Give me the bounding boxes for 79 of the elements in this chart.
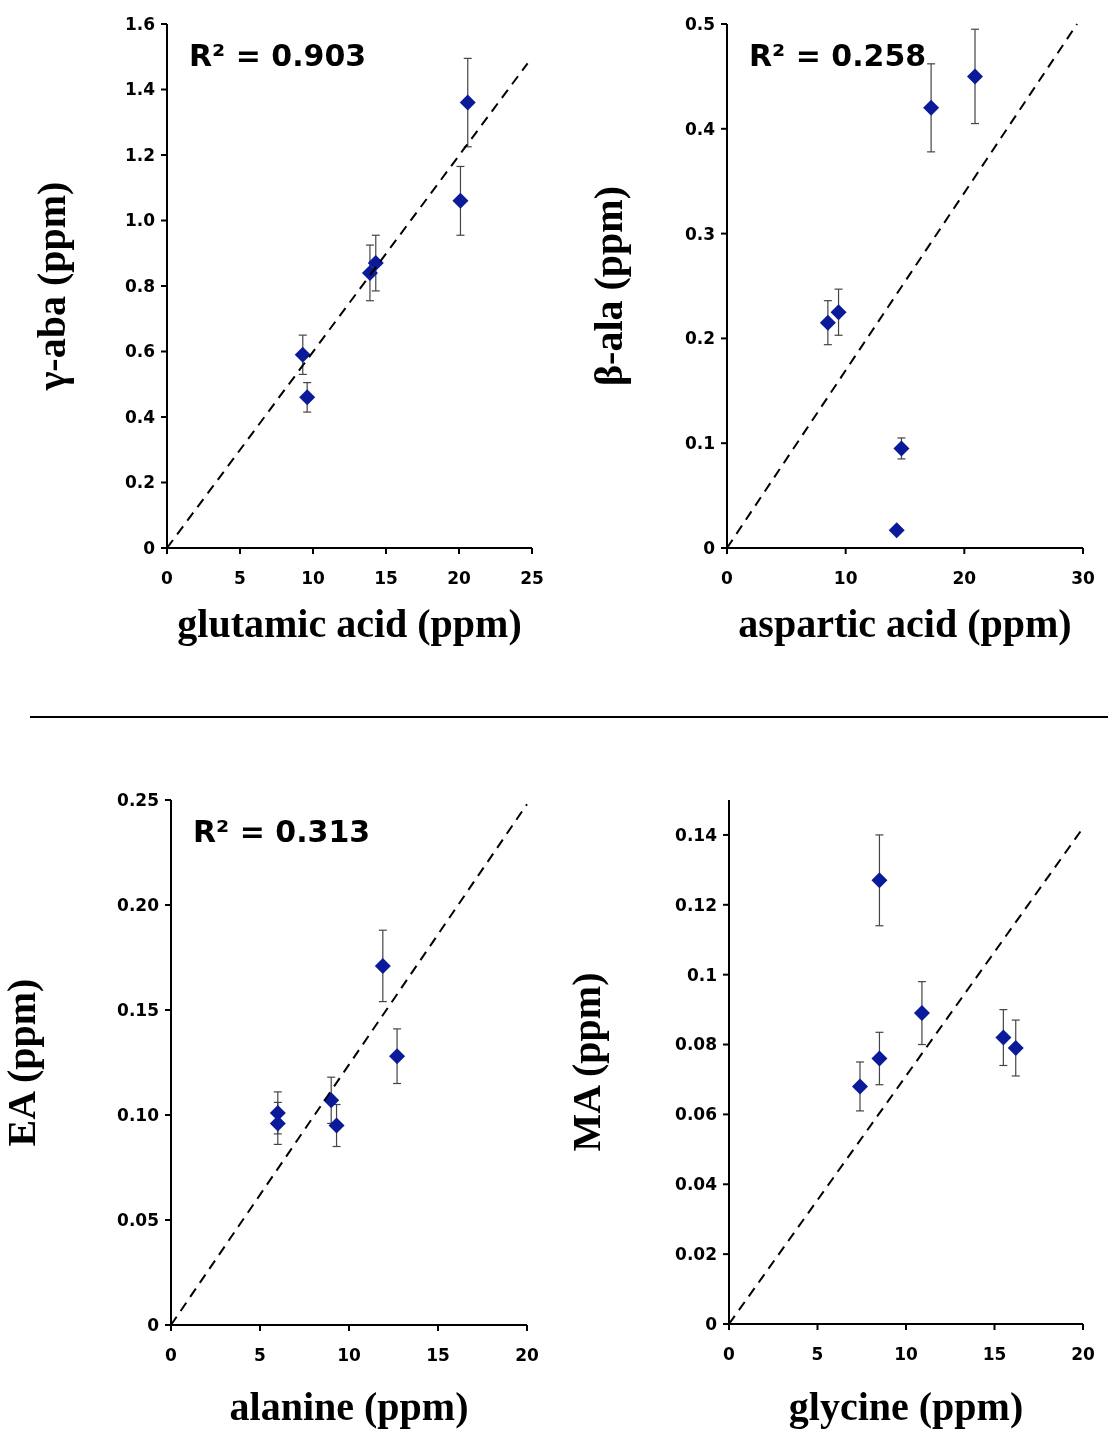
x-tick-label: 10 xyxy=(337,1345,361,1365)
x-tick-label: 10 xyxy=(301,568,325,588)
point xyxy=(830,304,847,321)
y-tick-label: 0.12 xyxy=(675,894,717,915)
point xyxy=(871,1050,888,1067)
y-tick-label: 0.05 xyxy=(117,1209,159,1230)
annotation: R² = 0.903 xyxy=(189,38,367,73)
y-tick-label: 1.4 xyxy=(124,79,156,100)
annotation: R² = 0.313 xyxy=(193,814,371,849)
y-tick-label: 0.4 xyxy=(684,118,716,139)
point xyxy=(871,872,888,889)
point xyxy=(389,1048,406,1065)
y-tick-label: 0.10 xyxy=(117,1104,160,1125)
x-tick-label: 15 xyxy=(374,568,398,588)
y-tick-label: 0.5 xyxy=(684,13,715,34)
y-tick-label: 0 xyxy=(703,537,716,558)
point xyxy=(299,389,316,406)
x-axis-title: alanine (ppm) xyxy=(229,1384,469,1429)
point xyxy=(367,255,384,272)
x-tick-label: 30 xyxy=(1071,568,1095,588)
x-tick-label: 10 xyxy=(894,1344,918,1364)
x-tick-label: 5 xyxy=(254,1345,266,1365)
y-tick-label: 0.2 xyxy=(684,328,715,349)
y-tick-label: 0.06 xyxy=(675,1104,717,1125)
x-tick-label: 5 xyxy=(234,568,246,588)
x-tick-label: 5 xyxy=(811,1344,824,1364)
x-tick-label: 20 xyxy=(952,568,977,588)
y-axis-title: EA (ppm) xyxy=(0,978,44,1147)
x-tick-label: 0 xyxy=(165,1345,178,1365)
y-tick-label: 0 xyxy=(147,1314,160,1335)
x-axis-title: glutamic acid (ppm) xyxy=(177,601,522,646)
point xyxy=(374,957,391,974)
annotation: R² = 0.258 xyxy=(749,38,927,73)
y-tick-label: 0.4 xyxy=(124,406,156,427)
x-tick-label: 25 xyxy=(520,568,544,588)
y-tick-label: 0.04 xyxy=(675,1174,718,1195)
y-tick-label: 0.3 xyxy=(684,223,715,244)
y-axis-title: MA (ppm) xyxy=(564,972,609,1152)
x-axis-title: glycine (ppm) xyxy=(788,1384,1024,1429)
x-tick-label: 15 xyxy=(982,1344,1007,1364)
y-tick-label: 0.1 xyxy=(686,964,717,985)
x-tick-label: 0 xyxy=(723,1344,736,1364)
point xyxy=(967,68,984,85)
point xyxy=(459,94,476,111)
y-tick-label: 0 xyxy=(143,537,156,558)
point xyxy=(452,192,469,209)
point xyxy=(923,99,940,116)
y-tick-label: 1.2 xyxy=(124,144,155,165)
x-axis-title: aspartic acid (ppm) xyxy=(738,601,1072,646)
x-tick-label: 0 xyxy=(721,568,734,588)
point xyxy=(294,346,311,363)
y-tick-label: 0.08 xyxy=(675,1034,717,1055)
y-tick-label: 0.6 xyxy=(124,341,155,362)
y-tick-label: 0.14 xyxy=(675,824,718,845)
point xyxy=(851,1078,868,1095)
point xyxy=(913,1005,930,1022)
point xyxy=(995,1029,1012,1046)
y-axis-title: γ-aba (ppm) xyxy=(29,181,74,392)
y-tick-label: 0.2 xyxy=(124,472,155,493)
x-tick-label: 0 xyxy=(161,568,174,588)
x-tick-label: 20 xyxy=(515,1345,539,1365)
y-tick-label: 0.20 xyxy=(117,894,160,915)
y-tick-label: 0.15 xyxy=(117,999,159,1020)
y-tick-label: 0.1 xyxy=(684,433,715,454)
x-tick-label: 10 xyxy=(833,568,858,588)
point xyxy=(328,1117,345,1134)
y-tick-label: 0.25 xyxy=(117,789,159,810)
y-tick-label: 0.02 xyxy=(675,1244,717,1265)
x-tick-label: 15 xyxy=(426,1345,450,1365)
y-axis-title: β-ala (ppm) xyxy=(586,186,631,386)
y-tick-label: 0 xyxy=(705,1313,718,1334)
point xyxy=(1007,1040,1024,1057)
y-tick-label: 1.6 xyxy=(124,13,155,34)
x-tick-label: 20 xyxy=(447,568,471,588)
y-tick-label: 1.0 xyxy=(124,210,156,231)
point xyxy=(819,314,836,331)
x-tick-label: 20 xyxy=(1071,1344,1095,1364)
y-tick-label: 0.8 xyxy=(124,275,155,296)
point xyxy=(888,522,905,539)
